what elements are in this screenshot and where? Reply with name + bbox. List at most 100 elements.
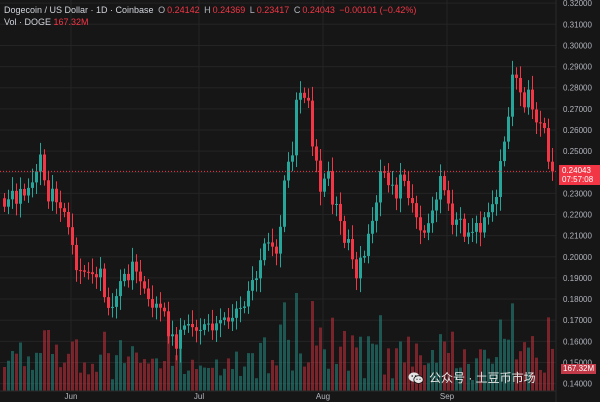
high-value: 0.24369 xyxy=(212,5,246,15)
candle-body xyxy=(23,188,26,196)
candle-body xyxy=(279,226,282,254)
volume-bar xyxy=(287,339,290,391)
candle-body xyxy=(383,171,386,173)
candle-body xyxy=(231,317,234,322)
candle-body xyxy=(147,288,150,300)
candle-body xyxy=(247,290,250,307)
candle-body xyxy=(27,187,30,196)
candle-body xyxy=(415,203,418,218)
bar-countdown: 07:57:08 xyxy=(562,175,594,185)
volume-bar xyxy=(219,375,222,391)
candle-body xyxy=(311,100,314,147)
candle-body xyxy=(235,308,238,318)
candle-body xyxy=(283,180,286,227)
candle-body xyxy=(347,239,350,243)
volume-bar xyxy=(483,349,486,391)
symbol-name[interactable]: Dogecoin / US Dollar · 1D · Coinbase xyxy=(4,5,154,15)
volume-bar xyxy=(499,319,502,391)
volume-bar xyxy=(31,369,34,391)
candle-body xyxy=(479,222,482,233)
candle-body xyxy=(191,324,194,328)
candle-body xyxy=(523,92,526,108)
candlesticks xyxy=(3,60,554,363)
volume-bar xyxy=(507,339,510,391)
volume-bar xyxy=(15,353,18,391)
time-tick-label: Jun xyxy=(65,392,78,401)
volume-bar xyxy=(299,353,302,391)
watermark: 公众号 · 土豆币市场 xyxy=(408,369,536,386)
candle-body xyxy=(335,203,338,205)
price-tick-label: 0.22000 xyxy=(563,211,592,220)
volume-bar xyxy=(355,347,358,391)
volume-bar xyxy=(135,352,138,391)
volume-bar xyxy=(279,324,282,391)
candle-body xyxy=(59,202,62,209)
volume-bar xyxy=(455,368,458,391)
candle-body xyxy=(291,155,294,162)
chart-grid xyxy=(0,0,556,391)
volume-bar xyxy=(235,351,238,391)
candle-body xyxy=(91,272,94,275)
candle-body xyxy=(267,242,270,244)
candle-body xyxy=(115,296,118,307)
candle-body xyxy=(135,261,138,272)
candle-body xyxy=(119,281,122,297)
candle-body xyxy=(67,211,70,228)
price-tick-label: 0.17000 xyxy=(563,316,592,325)
candle-body xyxy=(167,311,170,337)
candle-body xyxy=(127,273,130,281)
volume-bar xyxy=(535,357,538,391)
volume-bar xyxy=(503,338,506,391)
price-tick-label: 0.19000 xyxy=(563,274,592,283)
volume-bar xyxy=(179,339,182,391)
candle-body xyxy=(367,233,370,256)
volume-bar xyxy=(331,317,334,391)
price-tick-label: 0.16000 xyxy=(563,337,592,346)
volume-label[interactable]: Vol · DOGE xyxy=(4,17,52,27)
candle-body xyxy=(463,218,466,237)
candle-body xyxy=(419,217,422,231)
volume-bar xyxy=(183,374,186,391)
volume-bar xyxy=(311,301,314,391)
candle-body xyxy=(391,184,394,186)
change-value: −0.00101 (−0.42%) xyxy=(339,5,417,15)
volume-bar xyxy=(531,336,534,391)
candle-body xyxy=(187,324,190,326)
candle-body xyxy=(351,239,354,260)
candle-body xyxy=(499,161,502,197)
candle-body xyxy=(299,92,302,100)
candle-body xyxy=(547,128,550,162)
candle-body xyxy=(7,199,10,207)
volume-badge: 167.32M xyxy=(561,364,597,374)
candle-body xyxy=(327,171,330,179)
volume-bar xyxy=(91,363,94,391)
price-tick-label: 0.20000 xyxy=(563,253,592,262)
volume-bar xyxy=(271,360,274,391)
candle-body xyxy=(443,176,446,191)
candle-body xyxy=(439,176,442,200)
volume-bar xyxy=(19,342,22,391)
time-axis[interactable]: Jun Jul Aug Sep xyxy=(65,392,455,401)
volume-bar xyxy=(479,349,482,391)
volume-bar xyxy=(339,346,342,391)
candle-body xyxy=(143,281,146,289)
candle-body xyxy=(47,180,50,202)
volume-bar xyxy=(247,353,250,391)
high-label: H xyxy=(204,5,211,15)
volume-bar xyxy=(139,362,142,391)
candle-body xyxy=(375,202,378,221)
candle-body xyxy=(155,303,158,308)
candle-body xyxy=(495,196,498,205)
volume-bar xyxy=(155,358,158,391)
candle-body xyxy=(371,220,374,234)
price-axis[interactable]: 0.14000 0.15000 0.16000 0.17000 0.18000 0.190… xyxy=(563,0,592,389)
candle-body xyxy=(227,317,230,322)
volume-bar xyxy=(115,355,118,391)
volume-bar xyxy=(491,363,494,391)
candle-body xyxy=(423,230,426,233)
volume-bar xyxy=(79,372,82,391)
volume-bar xyxy=(107,353,110,391)
price-tick-label: 0.28000 xyxy=(563,84,592,93)
close-label: C xyxy=(293,5,301,15)
